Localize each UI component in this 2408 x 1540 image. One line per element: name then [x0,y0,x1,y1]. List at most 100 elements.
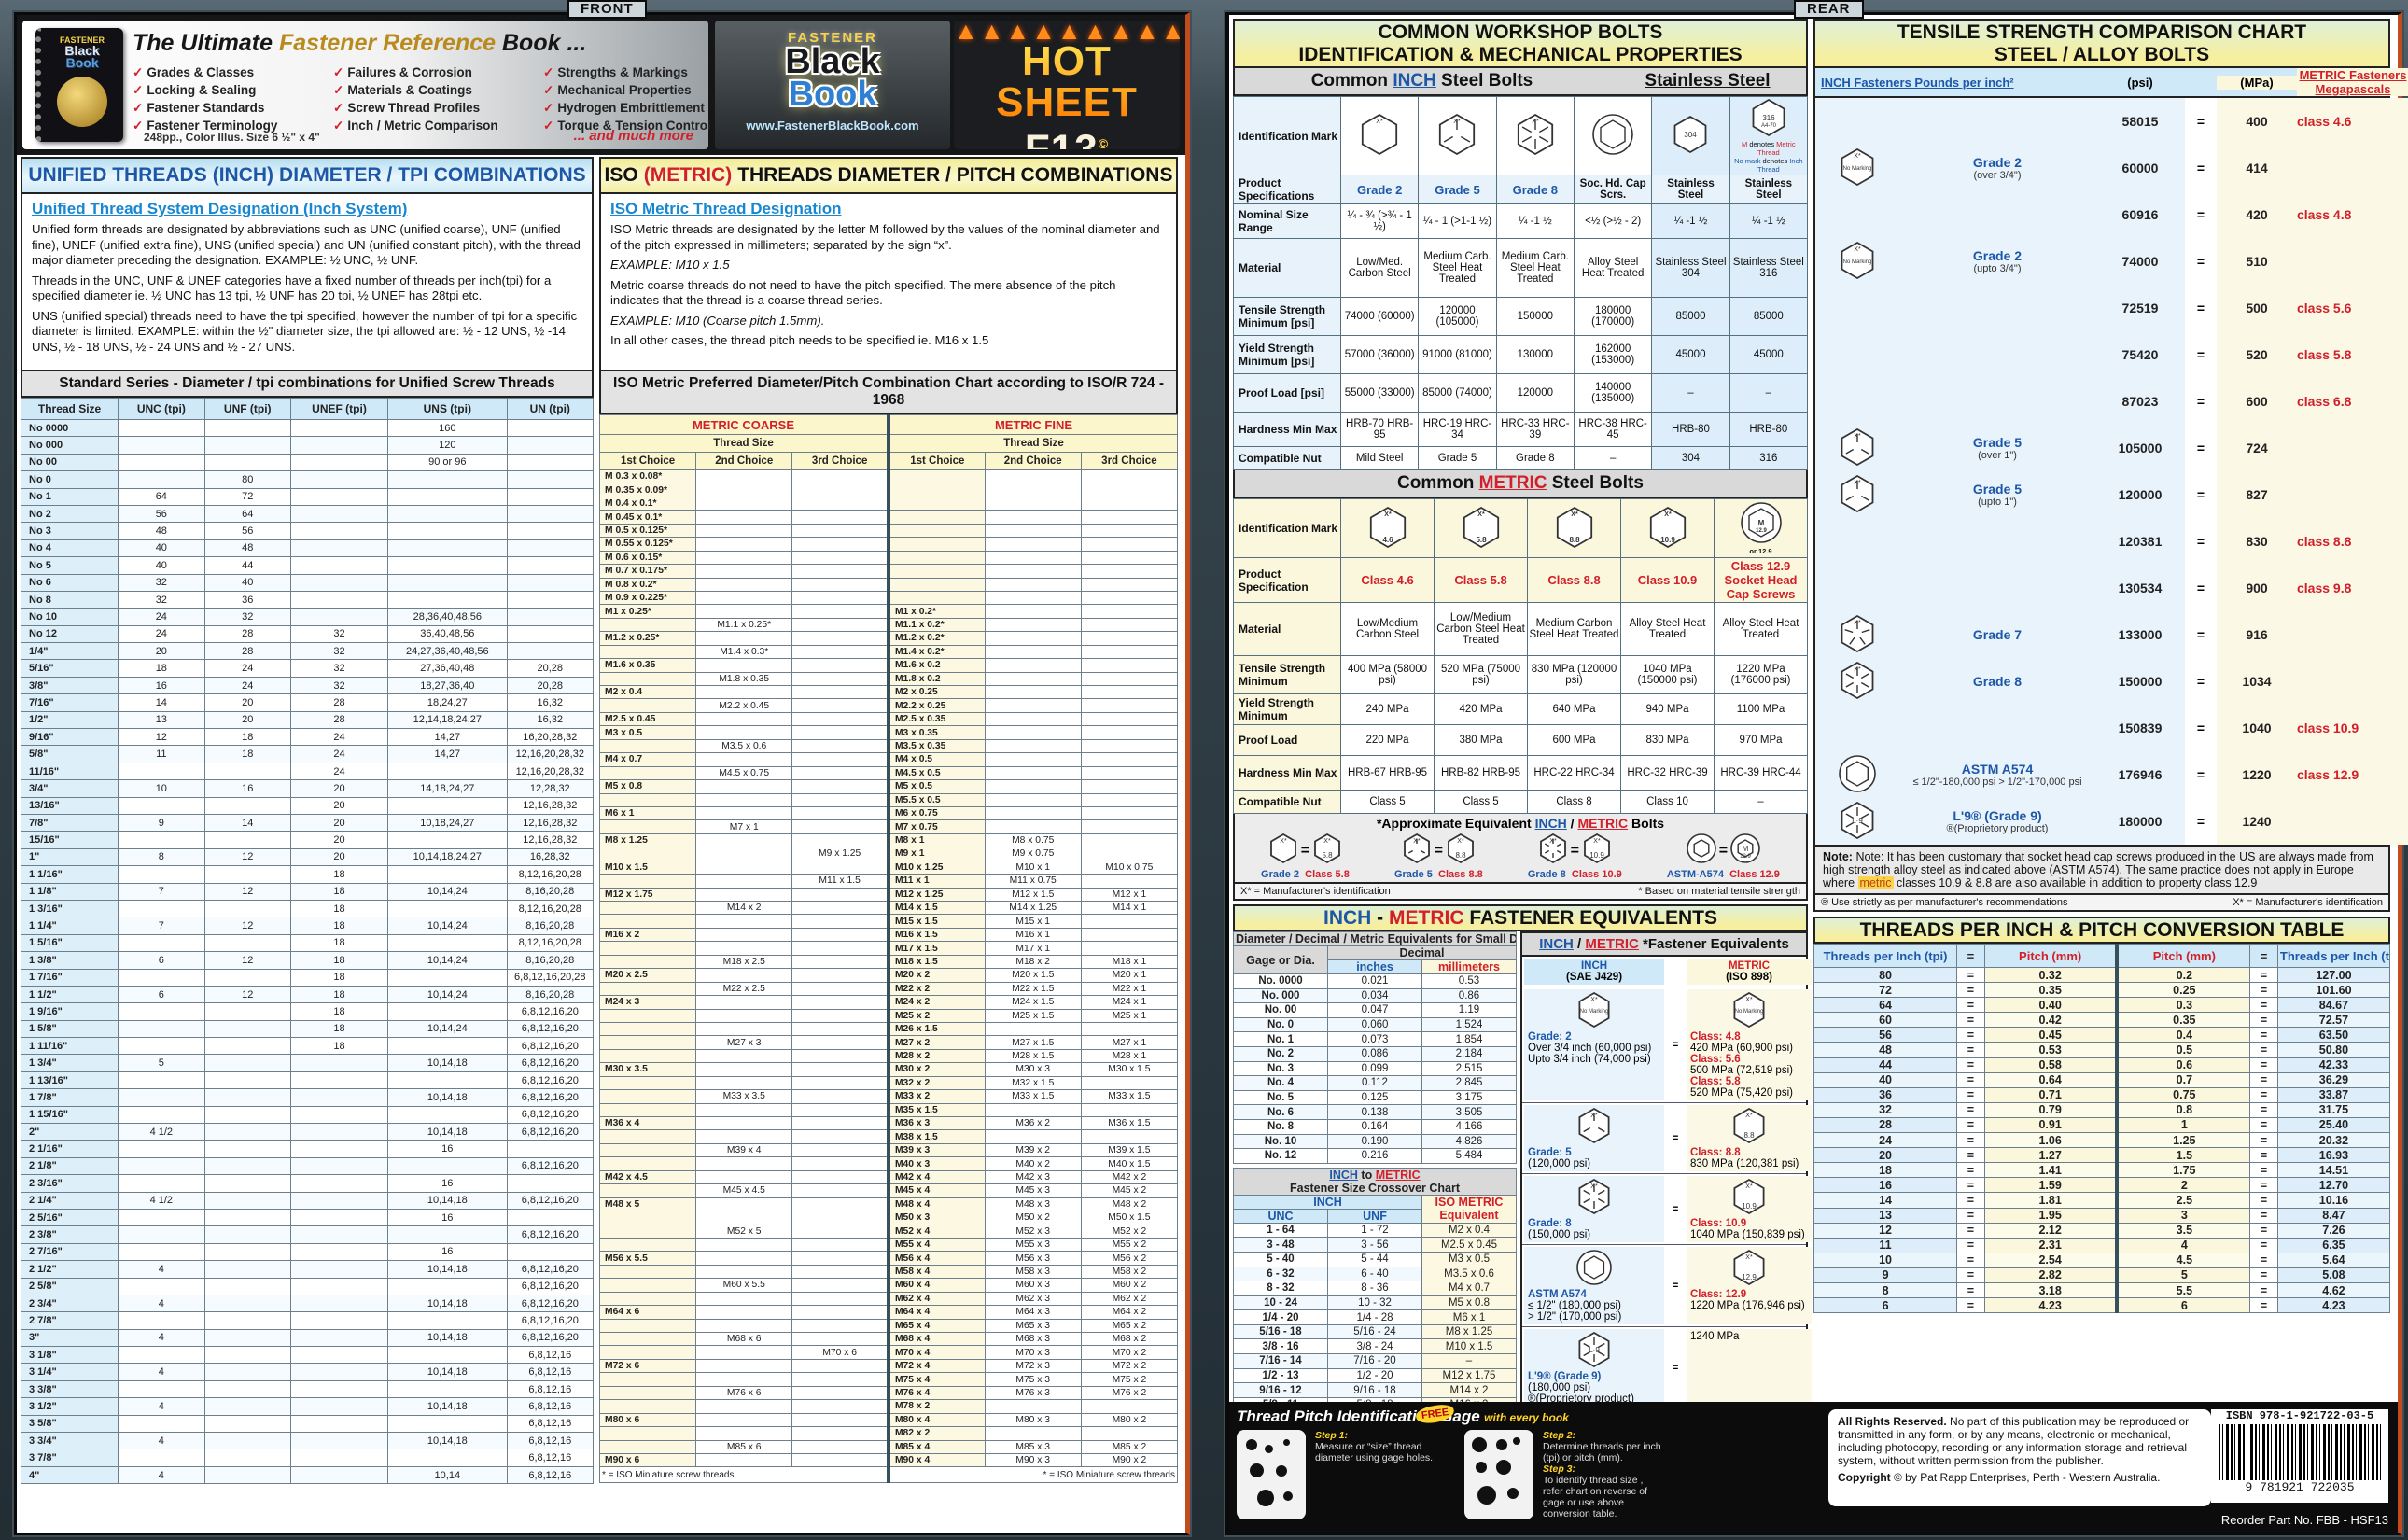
table-cell: 6,8,12,16 [506,1449,595,1467]
table-cell: 56 [118,504,205,524]
table-row: M28 x 2 M28 x 1.5 M28 x 1 [598,1048,1179,1064]
table-cell: M58 x 3 [984,1264,1082,1280]
table-cell: 28 [289,710,389,730]
svg-text:A4-70: A4-70 [1761,123,1777,129]
table-cell [289,1277,389,1295]
table-cell: M 0.4 x 0.1* [598,496,697,511]
table-cell: = [2249,1027,2278,1043]
table-cell: 2 1/2" [20,1260,119,1279]
table-cell [791,738,889,754]
table-cell: = [1956,1297,1985,1314]
table-cell [289,1346,389,1365]
table-cell: 12 [203,847,291,867]
table-cell [203,1088,291,1107]
table-cell: 1 7/8" [20,1088,119,1107]
table-cell: Stainless Steel 304 [1651,238,1730,298]
table-cell: M25 x 1.5 [984,1008,1082,1023]
table-cell [598,874,697,889]
table-cell: 3 1/4" [20,1363,119,1381]
table-cell [791,644,889,660]
table-cell: M22 x 2.5 [695,981,793,997]
table-cell: M70 x 6 [791,1345,889,1360]
table-cell: 0.40 [1983,997,2118,1014]
table-cell: 0.190 [1327,1133,1422,1150]
bolt-head-icon: X* [1358,113,1401,159]
table-cell [1080,564,1179,579]
table-cell [1080,604,1179,619]
table-row: 1 15/16" 6,8,12,16,20 [20,1105,595,1125]
table-cell: 12 [203,951,291,970]
table-cell: – [1714,790,1808,814]
table-cell: 10,18,24,27 [387,813,508,833]
table-cell [695,711,793,727]
table-cell [387,539,508,558]
table-cell: 3 3/8" [20,1379,119,1399]
table-cell: 1.524 [1421,1016,1517,1033]
table-cell [118,1311,205,1330]
table-row: M25 x 2 M25 x 1.5 M25 x 1 [598,1008,1179,1023]
hot-sheet-title: HOT SHEET F13© [954,41,1180,149]
table-cell [1080,765,1179,781]
table-cell: M9 x 1 [886,847,986,861]
website-link[interactable]: www.FastenerBlackBook.com [746,119,919,133]
table-cell [506,470,595,489]
table-cell [289,1432,389,1450]
table-cell: M8 x 1.25 [1421,1323,1517,1340]
table-cell: Class 12.9 Socket Head Cap Screws [1714,557,1808,603]
table-cell [695,483,793,497]
table-cell: M58 x 2 [1080,1264,1179,1280]
table-cell [695,1399,793,1414]
table-cell: 85000 [1651,297,1730,336]
table-cell: 12 [203,985,291,1004]
table-cell: 10,14,18 [387,1432,508,1450]
table-cell: 64 [203,504,291,524]
table-cell: M42 x 4.5 [598,1169,697,1185]
table-cell [118,1208,205,1227]
grade-icon-cell: X* [1815,471,1899,518]
promo-feature: ✓ Inch / Metric Comparison [333,119,498,133]
table-row: M26 x 1.5 [598,1021,1179,1037]
table-cell: M5.5 x 0.5 [886,792,986,807]
table-row: 7/8" 9 14 20 10,18,24,27 12,16,28,32 [20,813,595,833]
grade-icon-cell [1815,285,1899,331]
table-cell: Medium Carb. Steel Heat Treated [1418,238,1497,298]
table-cell [791,1183,889,1198]
table-cell [506,1242,595,1262]
table-cell: 1 3/4" [20,1054,119,1072]
table-cell: Class 5 [1340,790,1435,814]
svg-text:X*: X* [1571,511,1578,518]
table-cell [984,1021,1082,1037]
table-cell: 0.64 [1983,1071,2118,1088]
no-marking-bolt-icon: X* No Marking [1838,241,1877,283]
table-cell: M56 x 3 [984,1251,1082,1266]
table-cell: M1.8 x 0.35 [695,671,793,687]
table-cell [598,1008,697,1023]
table-cell: M52 x 5 [695,1224,793,1239]
book-cover-image: FASTENER Black Book [35,28,123,142]
table-cell: M8 x 1.25 [598,833,697,848]
grade-icon-cell [1815,705,1899,751]
table-cell: M2 x 0.4 [1421,1222,1517,1239]
table-cell: M33 x 1.5 [1080,1089,1179,1104]
table-row: M4 x 0.7 M4 x 0.5 [598,752,1179,767]
table-cell: 20,28 [506,659,595,678]
svg-text:X*: X* [1745,997,1753,1003]
table-row: 15/16" 20 12,16,28,32 [20,831,595,849]
table-cell: – [1421,1353,1517,1369]
table-cell [695,1264,793,1280]
table-cell: 4.826 [1421,1133,1517,1150]
tensile-row: ASTM A574 ≤ 1/2"-180,000 psi > 1/2"-170,0… [1815,751,2408,798]
table-cell: M4 x 0.7 [1421,1281,1517,1296]
table-cell: M42 x 4 [886,1169,986,1185]
table-cell: M18 x 2.5 [695,954,793,970]
table-cell [1080,644,1179,660]
table-cell [984,469,1082,484]
table-cell: 12,16,28,32 [506,831,595,849]
table-cell: M4 x 0.5 [886,752,986,767]
promo-feature: ✓ Failures & Corrosion [333,65,472,79]
table-cell [118,762,205,781]
table-cell [695,577,793,592]
table-cell [1080,819,1179,834]
svg-text:X*: X* [1854,620,1861,626]
table-cell: 40 [1813,1071,1958,1088]
